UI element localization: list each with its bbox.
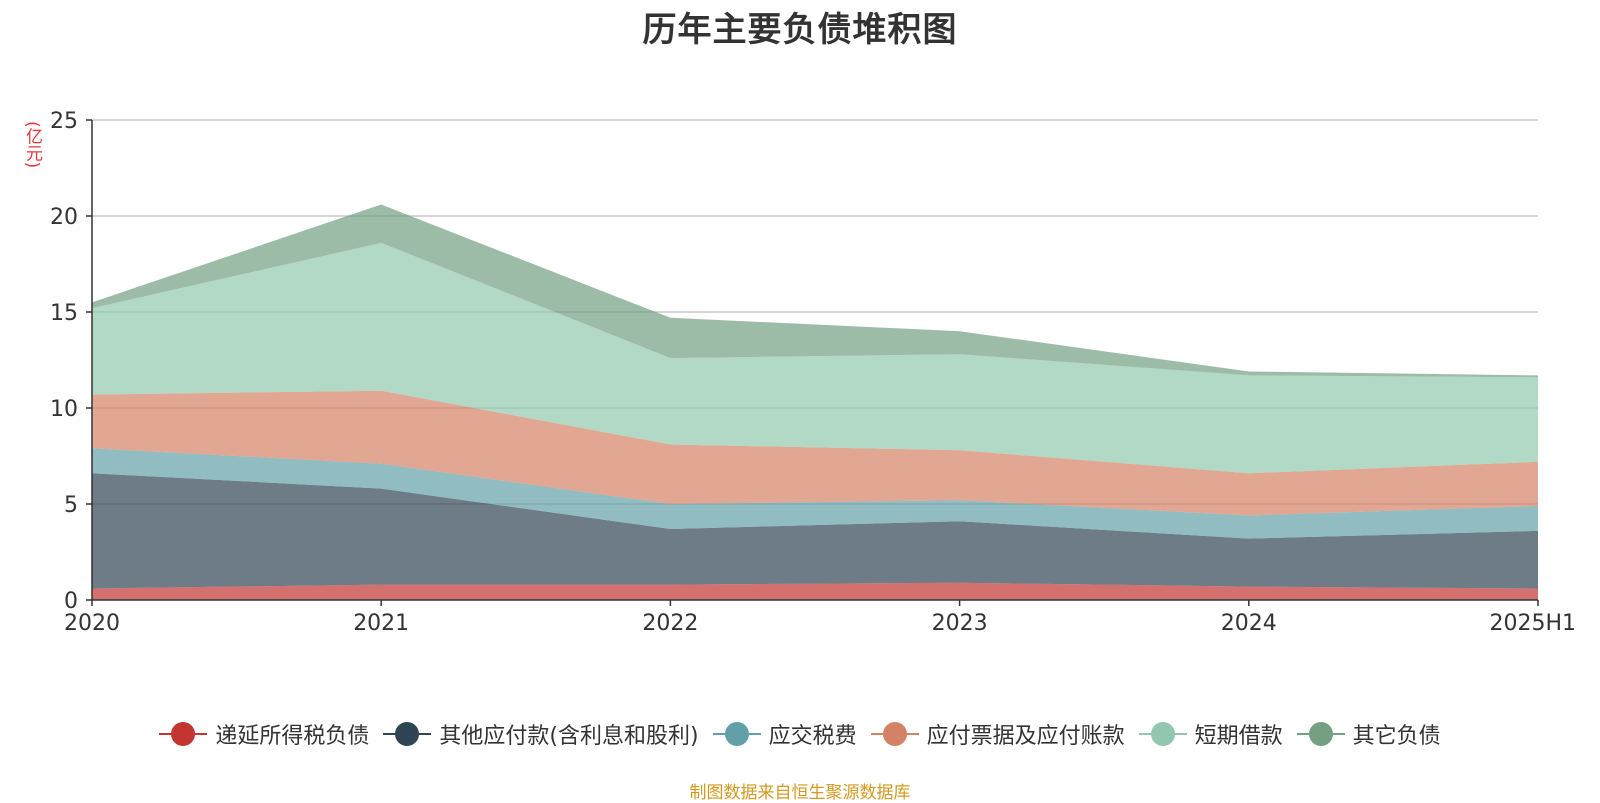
stacked-area-chart: 0 5 10 15 20 25 2020 2021 2022 2023 2024 2025H1 — [50, 109, 1576, 636]
area-series-2 — [92, 448, 1538, 539]
y-tick-label: 5 — [64, 493, 78, 518]
area-series-1 — [92, 473, 1538, 589]
y-tick-label: 20 — [50, 205, 78, 230]
y-tick-label: 25 — [50, 109, 78, 134]
chart-legend: 递延所得税负债 其他应付款(含利息和股利) 应交税费 应付票据及应付账款 短期借款 其它负… — [0, 718, 1600, 750]
area-series-5 — [92, 204, 1538, 378]
x-tick-label: 2023 — [932, 611, 988, 636]
legend-marker-icon — [1138, 722, 1187, 746]
legend-marker-icon — [1296, 722, 1345, 746]
legend-marker-icon — [383, 722, 432, 746]
y-tick-label: 10 — [50, 397, 78, 422]
legend-label: 应交税费 — [768, 724, 857, 749]
legend-label: 其它负债 — [1352, 724, 1441, 749]
chart-title: 历年主要负债堆积图 — [642, 10, 958, 50]
x-tick-label: 2020 — [64, 611, 120, 636]
legend-label: 其他应付款(含利息和股利) — [439, 724, 699, 749]
x-tick-label: 2025H1 — [1489, 611, 1576, 636]
legend-item[interactable]: 应交税费 — [712, 718, 857, 750]
source-note: 制图数据来自恒生聚源数据库 — [689, 783, 911, 803]
legend-label: 短期借款 — [1194, 724, 1283, 749]
legend-marker-icon — [870, 722, 919, 746]
y-tick-label: 15 — [50, 301, 78, 326]
x-tick-label: 2021 — [353, 611, 409, 636]
x-tick-label: 2022 — [642, 611, 698, 636]
legend-item[interactable]: 应付票据及应付账款 — [870, 718, 1125, 750]
legend-label: 应付票据及应付账款 — [926, 724, 1125, 749]
legend-item[interactable]: 递延所得税负债 — [159, 718, 369, 750]
area-series-4 — [92, 242, 1538, 474]
y-axis-unit-label: (亿元) — [22, 121, 42, 169]
legend-item[interactable]: 其它负债 — [1296, 718, 1441, 750]
y-tick-label: 0 — [64, 589, 78, 614]
area-series-3 — [92, 390, 1538, 516]
x-tick-label: 2024 — [1221, 611, 1277, 636]
legend-item[interactable]: 短期借款 — [1138, 718, 1283, 750]
legend-marker-icon — [712, 722, 761, 746]
legend-label: 递延所得税负债 — [215, 724, 370, 749]
area-series-0 — [92, 582, 1538, 600]
legend-marker-icon — [159, 722, 208, 746]
legend-item[interactable]: 其他应付款(含利息和股利) — [383, 718, 699, 750]
